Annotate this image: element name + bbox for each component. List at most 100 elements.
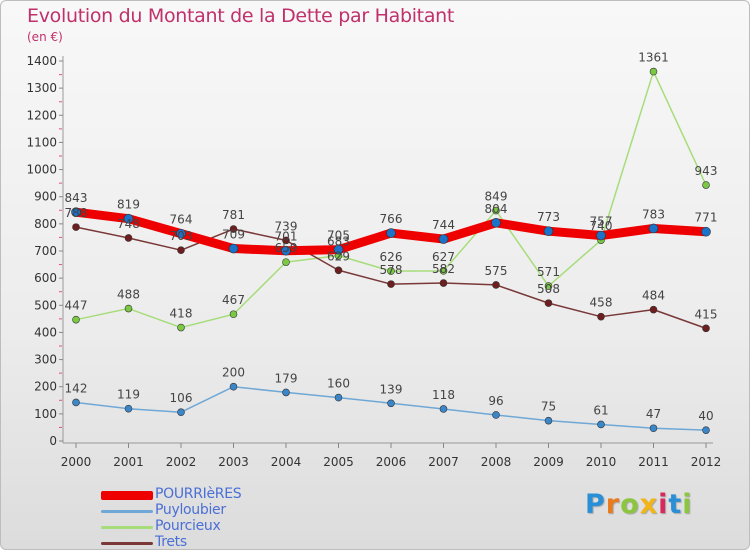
y-tick-label: 300 bbox=[34, 353, 57, 367]
data-label: 843 bbox=[65, 191, 88, 205]
data-label: 819 bbox=[117, 198, 140, 212]
data-point bbox=[439, 279, 448, 287]
data-label: 740 bbox=[590, 219, 613, 233]
data-point bbox=[387, 280, 395, 288]
data-point bbox=[492, 411, 500, 419]
data-point bbox=[229, 382, 238, 391]
y-tick-label: 1000 bbox=[26, 163, 57, 177]
data-point bbox=[176, 228, 186, 239]
series-line-pourcieux bbox=[75, 70, 707, 329]
x-tick-label: 2007 bbox=[428, 455, 459, 469]
data-label: 508 bbox=[537, 282, 560, 296]
data-label: 744 bbox=[432, 218, 455, 232]
y-tick-label: 1300 bbox=[26, 81, 57, 95]
y-tick-label: 0 bbox=[49, 434, 57, 448]
data-point bbox=[282, 388, 290, 397]
data-label: 771 bbox=[695, 211, 718, 225]
data-label: 943 bbox=[695, 164, 718, 178]
logo-letter: x bbox=[639, 489, 659, 520]
data-point bbox=[71, 207, 81, 217]
data-point bbox=[702, 181, 710, 189]
data-label: 458 bbox=[590, 296, 613, 310]
data-label: 764 bbox=[170, 213, 193, 227]
x-tick-label: 2012 bbox=[691, 455, 722, 469]
data-point bbox=[544, 299, 553, 307]
data-label: 748 bbox=[117, 217, 140, 231]
data-label: 415 bbox=[695, 307, 718, 321]
data-point bbox=[597, 312, 605, 321]
data-label: 739 bbox=[275, 219, 298, 233]
data-point bbox=[438, 234, 449, 244]
data-label: 783 bbox=[642, 207, 665, 221]
data-point bbox=[492, 206, 500, 215]
data-label: 571 bbox=[537, 265, 560, 279]
y-tick-label: 700 bbox=[34, 244, 57, 258]
data-label: 781 bbox=[222, 208, 245, 222]
data-point bbox=[282, 236, 290, 245]
data-point bbox=[649, 305, 658, 314]
data-point bbox=[648, 223, 659, 234]
data-label: 683 bbox=[327, 235, 350, 249]
data-label: 61 bbox=[593, 403, 608, 417]
legend-label: POURRIèRES bbox=[155, 486, 242, 502]
data-point bbox=[544, 282, 553, 290]
proxiti-logo: Proxiti bbox=[585, 489, 693, 520]
x-tick-label: 2003 bbox=[218, 455, 249, 469]
data-label: 701 bbox=[275, 230, 298, 244]
data-point bbox=[228, 243, 239, 254]
data-label: 578 bbox=[380, 263, 403, 277]
data-label: 773 bbox=[537, 210, 560, 224]
data-point bbox=[281, 245, 291, 256]
data-label: 160 bbox=[327, 377, 350, 391]
data-point bbox=[72, 315, 80, 324]
logo-letter: r bbox=[605, 489, 621, 520]
legend-label: Puyloubier bbox=[155, 502, 226, 518]
data-point bbox=[649, 67, 658, 76]
data-label: 40 bbox=[698, 409, 713, 423]
data-label: 200 bbox=[222, 366, 245, 380]
data-label: 659 bbox=[275, 241, 298, 255]
data-point bbox=[702, 426, 710, 434]
data-label: 1361 bbox=[638, 51, 669, 65]
data-label: 709 bbox=[222, 228, 245, 242]
legend-swatch bbox=[101, 510, 153, 513]
logo-letter: t bbox=[668, 489, 683, 520]
x-tick-label: 2005 bbox=[323, 455, 354, 469]
x-tick-label: 2001 bbox=[113, 455, 144, 469]
data-label: 119 bbox=[117, 388, 140, 402]
data-label: 629 bbox=[327, 249, 350, 263]
data-point bbox=[177, 323, 185, 332]
y-tick-label: 1200 bbox=[26, 108, 57, 122]
data-label: 804 bbox=[485, 202, 508, 216]
data-point bbox=[701, 226, 711, 237]
legend-swatch bbox=[101, 491, 153, 500]
data-point bbox=[387, 399, 395, 408]
data-point bbox=[124, 304, 133, 313]
data-point bbox=[124, 404, 133, 413]
data-label: 705 bbox=[327, 229, 350, 243]
data-point bbox=[334, 266, 343, 275]
data-label: 106 bbox=[170, 391, 193, 405]
data-label: 484 bbox=[642, 289, 665, 303]
chart-title: Evolution du Montant de la Dette par Hab… bbox=[27, 5, 455, 27]
logo-letter: i bbox=[682, 489, 693, 520]
x-tick-label: 2008 bbox=[481, 455, 512, 469]
data-point bbox=[229, 225, 238, 233]
data-label: 766 bbox=[380, 212, 403, 226]
y-tick-label: 900 bbox=[34, 190, 57, 204]
data-label: 757 bbox=[590, 215, 613, 229]
data-point bbox=[386, 228, 396, 238]
x-tick-label: 2010 bbox=[586, 455, 617, 469]
data-label: 703 bbox=[170, 229, 193, 243]
logo-letter: P bbox=[585, 489, 606, 520]
y-tick-label: 400 bbox=[34, 325, 57, 339]
x-tick-label: 2009 bbox=[533, 455, 564, 469]
x-tick-label: 2002 bbox=[166, 455, 197, 469]
data-point bbox=[439, 267, 448, 275]
data-point bbox=[597, 420, 605, 429]
data-point bbox=[72, 223, 80, 231]
data-label: 96 bbox=[488, 394, 503, 408]
y-tick-label: 500 bbox=[34, 298, 57, 312]
